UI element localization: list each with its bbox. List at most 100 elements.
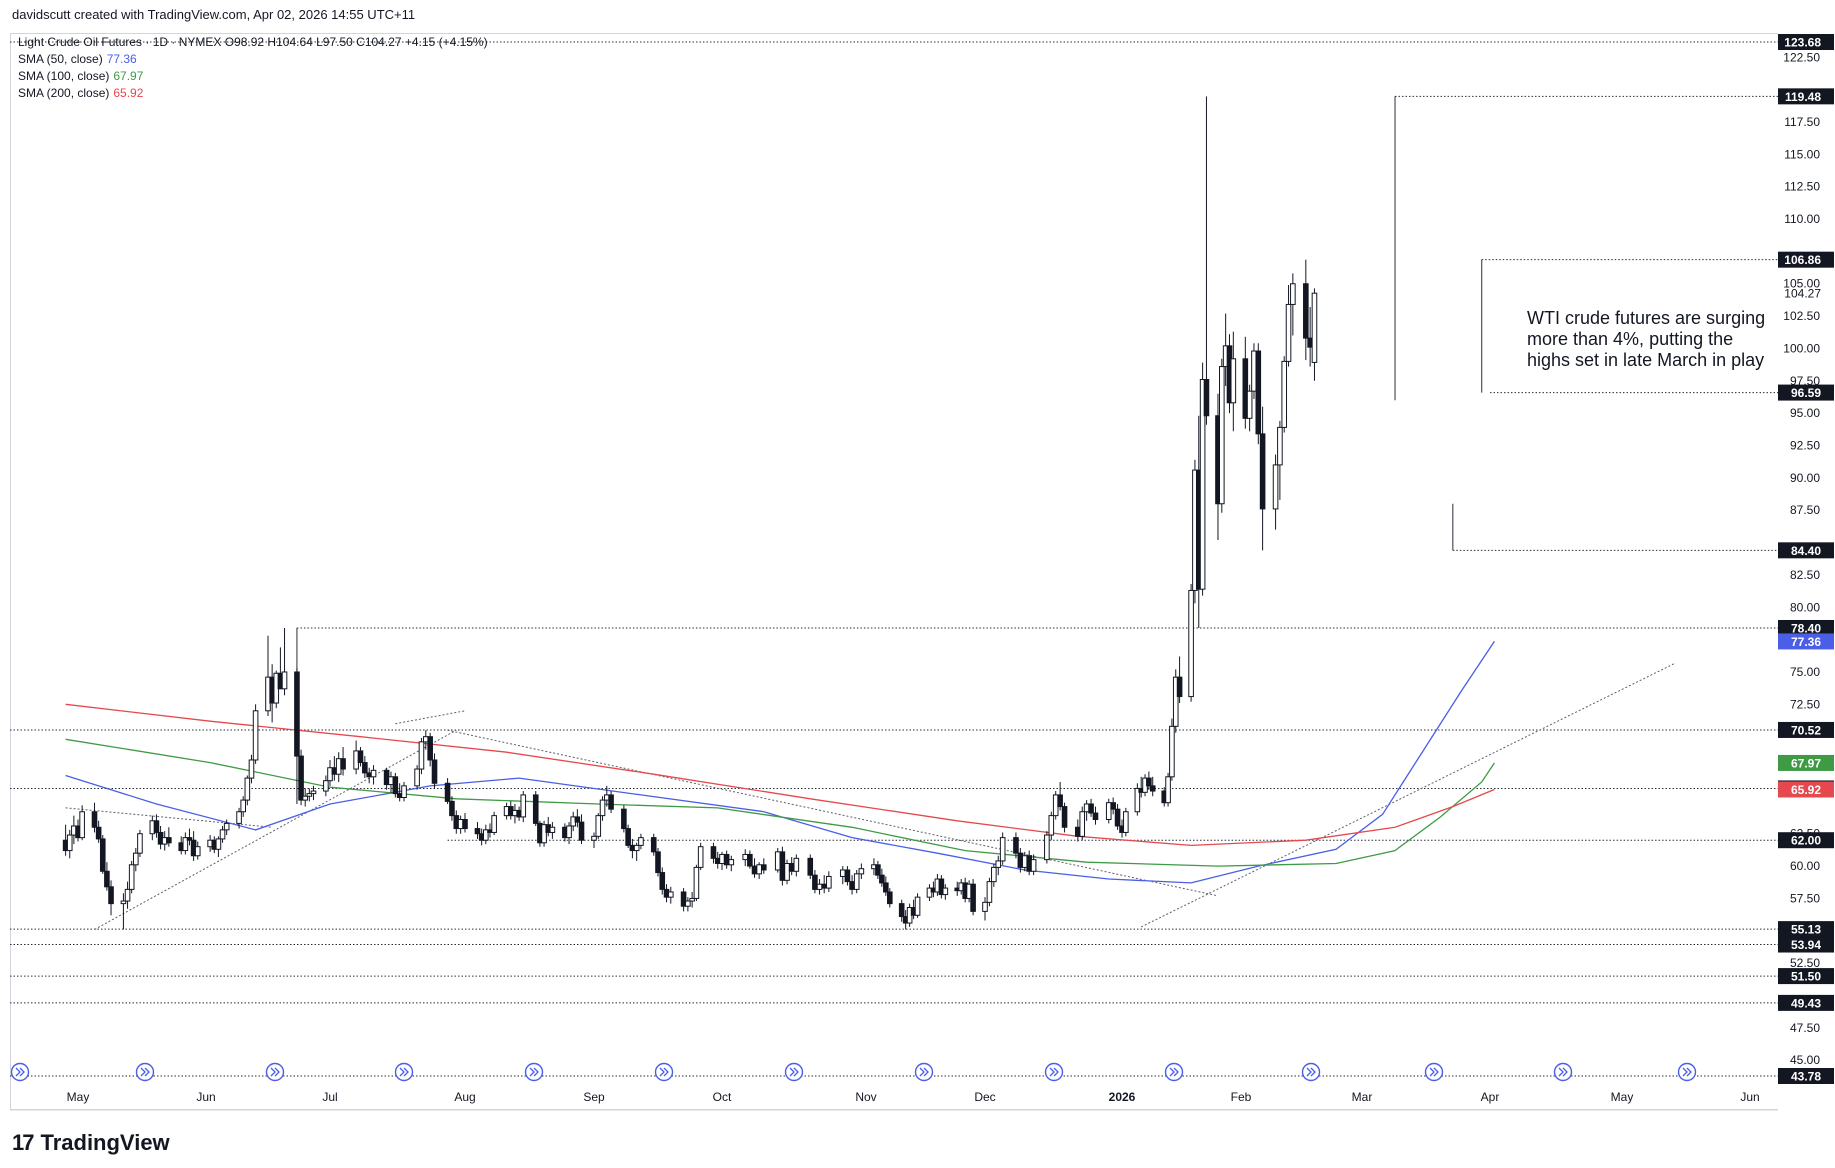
candle [689,891,695,908]
price-badge: 70.52 [1778,721,1834,738]
sma-line-0 [65,641,1495,884]
candle [532,791,539,826]
candle [1259,406,1266,551]
event-marker-icon[interactable] [10,1062,30,1082]
candle [244,775,251,806]
candle [1311,288,1318,381]
candle [124,881,131,909]
price-badge: 53.94 [1778,936,1834,953]
y-tick-label: 45.00 [1790,1053,1820,1067]
event-marker-icon[interactable] [265,1062,285,1082]
svg-text:119.48: 119.48 [1785,90,1821,104]
candle [1203,96,1210,425]
candle [1272,454,1279,530]
trendlines [65,662,1676,930]
event-marker-icon[interactable] [1424,1062,1444,1082]
tradingview-logo-icon: 17 [12,1130,35,1155]
candle [774,847,781,873]
svg-text:53.94: 53.94 [1791,938,1821,952]
candle [1052,791,1059,820]
svg-text:96.59: 96.59 [1791,386,1821,400]
price-badge: 106.86 [1778,251,1834,268]
x-tick-label: Jul [322,1090,337,1104]
candle [761,858,767,874]
candle [991,863,997,887]
candle [1048,811,1055,841]
candle [875,860,881,880]
instrument-legend: Light Crude Oil Futures · 1D · NYMEX O98… [18,35,488,49]
candle [826,871,832,892]
event-marker-icon[interactable] [1164,1062,1184,1082]
event-marker-icon[interactable] [1677,1062,1697,1082]
candle [608,791,614,814]
candle [1088,798,1094,817]
candle [1290,273,1296,336]
candle [621,805,627,833]
svg-text:123.68: 123.68 [1784,36,1821,50]
candle [1075,819,1081,842]
candle [1303,259,1309,361]
event-marker-icon[interactable] [784,1062,804,1082]
price-badge: 104.27 [1784,287,1821,301]
price-badge: 67.97 [1778,754,1834,771]
event-marker-icon[interactable] [135,1062,155,1082]
candle [414,765,420,790]
y-tick-label: 92.50 [1790,439,1820,453]
price-badge: 77.36 [1778,633,1834,650]
event-marker-icon[interactable] [524,1062,544,1082]
candle [898,899,905,922]
event-marker-icon[interactable] [1044,1062,1064,1082]
candle [999,832,1006,865]
svg-text:67.97: 67.97 [1791,756,1821,770]
svg-text:78.40: 78.40 [1791,621,1821,635]
candle [1123,807,1129,837]
candle [858,863,865,880]
candle [1230,331,1237,432]
candle [1083,800,1090,821]
y-tick-label: 57.50 [1790,891,1820,905]
candle [742,849,749,867]
candle [1146,771,1152,790]
candle [1105,798,1112,824]
candle [638,833,644,850]
candle [1219,358,1225,513]
sma-legend-value: 65.92 [113,86,144,100]
candle [120,893,127,930]
candle [625,824,631,848]
chart-annotation: WTI crude futures are surging more than … [1527,308,1766,370]
candle [182,832,189,855]
candle [281,627,288,696]
candle [879,868,885,887]
candle [793,854,800,877]
y-tick-label: 95.00 [1790,406,1820,420]
price-badge: 84.40 [1778,542,1834,559]
horizontal-levels [10,41,1778,1077]
x-tick-label: Mar [1352,1090,1373,1104]
candle [240,796,246,817]
event-marker-icon[interactable] [1553,1062,1573,1082]
candle [655,847,661,877]
price-axis: 122.50 117.50 115.00 112.50 110.00 105.00 102.… [1778,33,1835,1110]
candle [914,893,921,918]
sma-legend-list: SMA (50, close) 77.36 SMA (100, close) 67.9… [18,51,488,102]
y-tick-label: 72.50 [1790,697,1820,711]
chart-legend: Light Crude Oil Futures · 1D · NYMEX O98… [18,34,488,102]
svg-text:84.40: 84.40 [1791,544,1821,558]
candle [821,875,827,894]
price-badge: 51.50 [1778,968,1834,985]
candle [1092,806,1099,825]
y-tick-label: 117.50 [1784,115,1820,129]
candle [723,850,730,869]
price-badge: 62.00 [1778,832,1834,849]
event-marker-icon[interactable] [394,1062,414,1082]
svg-text:106.86: 106.86 [1784,253,1821,267]
candle [215,836,222,858]
event-marker-icon[interactable] [1301,1062,1321,1082]
event-marker-icon[interactable] [654,1062,674,1082]
candle [1242,336,1249,429]
event-marker-icon[interactable] [914,1062,934,1082]
candle [252,704,259,764]
candle [66,829,73,859]
candle [298,749,304,806]
